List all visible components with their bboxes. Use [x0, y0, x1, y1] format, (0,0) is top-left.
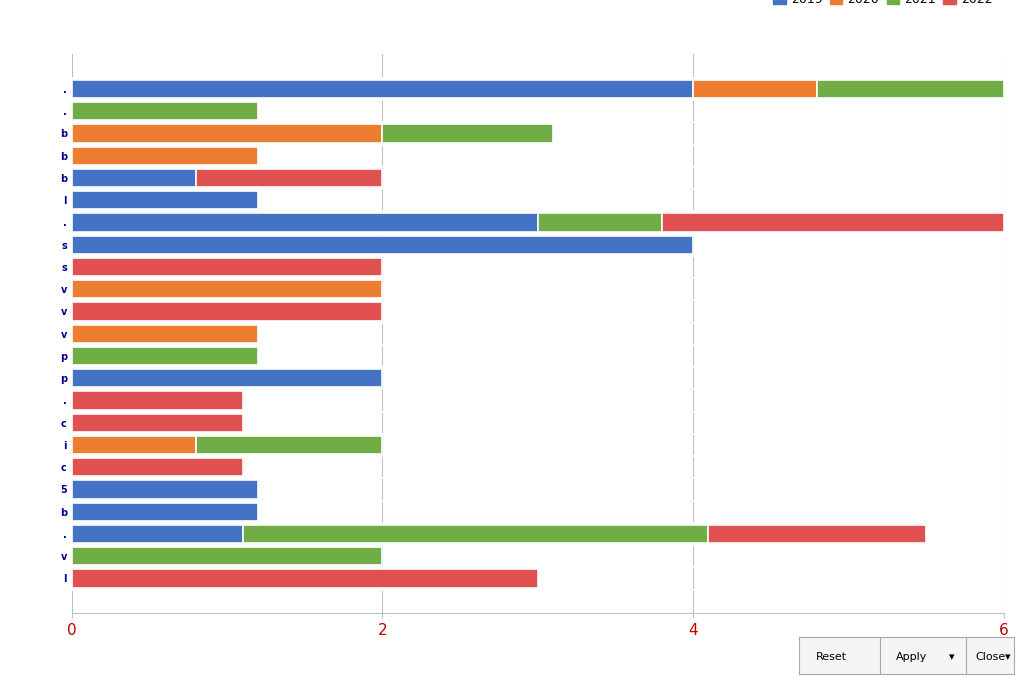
- Bar: [72, 569, 538, 588]
- Bar: [72, 369, 382, 387]
- Bar: [72, 503, 258, 521]
- Bar: [72, 547, 382, 565]
- Bar: [72, 213, 538, 232]
- Bar: [72, 125, 382, 142]
- Bar: [538, 213, 662, 232]
- Text: Apply: Apply: [895, 652, 927, 663]
- Bar: [243, 525, 709, 543]
- Bar: [817, 80, 1004, 98]
- Text: ▾: ▾: [1006, 652, 1011, 663]
- Bar: [72, 80, 693, 98]
- Text: Reset: Reset: [816, 652, 847, 663]
- Bar: [72, 480, 258, 498]
- Bar: [72, 191, 258, 209]
- Legend: 2019, 2020, 2021, 2022: 2019, 2020, 2021, 2022: [768, 0, 997, 11]
- Bar: [196, 169, 382, 187]
- Bar: [72, 236, 693, 254]
- Bar: [72, 280, 382, 298]
- Text: ▾: ▾: [949, 652, 954, 663]
- Bar: [72, 347, 258, 365]
- Bar: [693, 80, 817, 98]
- Bar: [72, 413, 243, 432]
- Bar: [72, 302, 382, 321]
- Bar: [196, 436, 382, 454]
- Bar: [72, 436, 196, 454]
- Bar: [72, 325, 258, 343]
- Bar: [709, 525, 926, 543]
- Bar: [662, 213, 1004, 232]
- Bar: [72, 169, 196, 187]
- Bar: [72, 258, 382, 276]
- Bar: [72, 525, 243, 543]
- Bar: [72, 458, 243, 476]
- Text: Close: Close: [975, 652, 1006, 663]
- Bar: [72, 146, 258, 165]
- Bar: [72, 392, 243, 409]
- Bar: [382, 125, 553, 142]
- Bar: [72, 102, 258, 121]
